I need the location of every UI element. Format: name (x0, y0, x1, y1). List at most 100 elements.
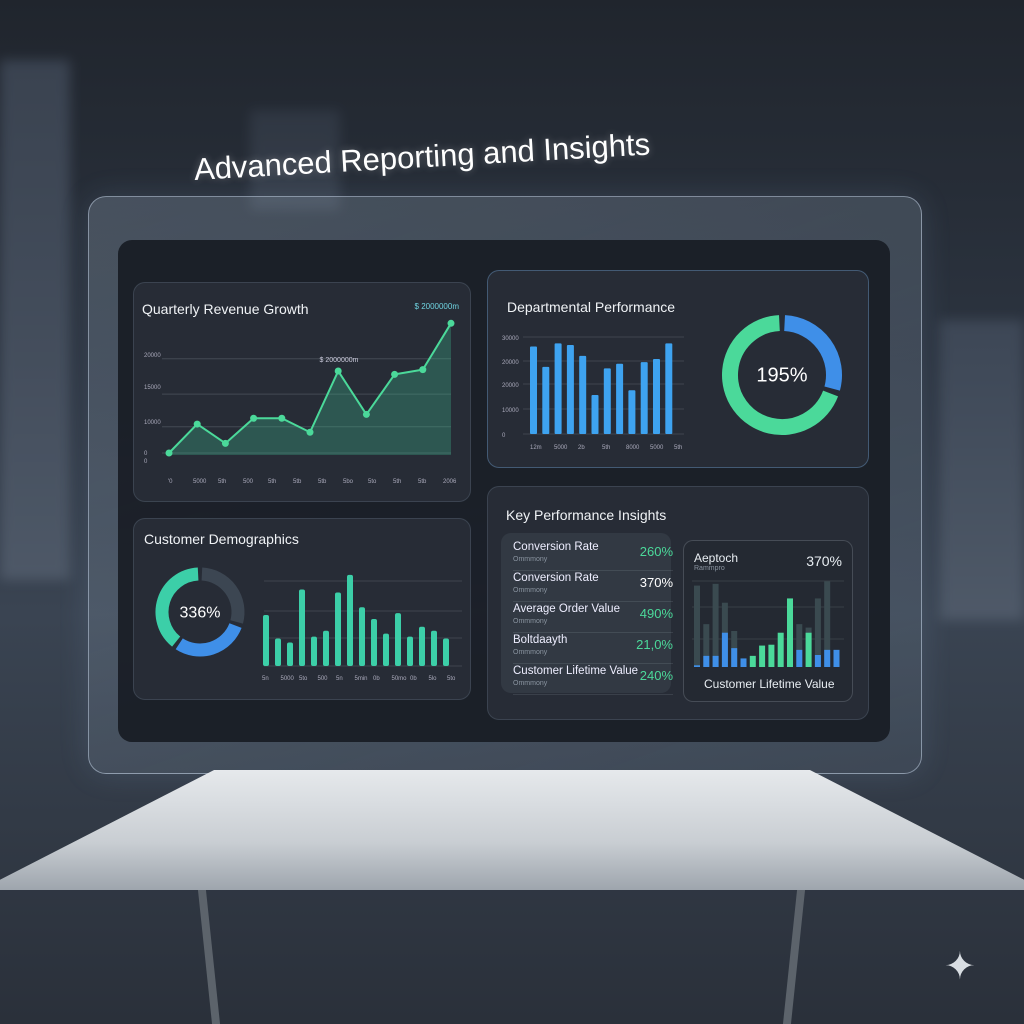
y-tick: 20000 (502, 360, 519, 366)
data-point (278, 414, 286, 422)
bar (263, 615, 269, 666)
x-tick: '0 (168, 479, 173, 485)
data-point (250, 414, 258, 422)
x-tick: 12m (530, 445, 542, 451)
x-tick: 5tb (293, 479, 302, 485)
bar (759, 645, 766, 667)
kpi-sublabel: Ommmony (513, 587, 548, 594)
top-label: $ 2000000m (415, 302, 460, 311)
bar (616, 363, 624, 434)
bar (311, 636, 317, 666)
kpi-panel-chart (692, 580, 844, 667)
bar (777, 632, 784, 667)
background-window (0, 60, 70, 580)
bar (603, 368, 611, 434)
department-card: Departmental Performance 0 10000 20000 2000… (487, 270, 869, 468)
revenue-title: Quarterly Revenue Growth (142, 301, 309, 317)
kpi-label: Conversion Rate (513, 572, 599, 584)
bar-background (814, 598, 821, 667)
donut-segment (155, 567, 199, 647)
kpi-panel-caption: Customer Lifetime Value (704, 677, 835, 691)
donut-segment (175, 622, 242, 657)
donut-label: 336% (180, 604, 221, 621)
kpi-value: 370% (639, 575, 673, 590)
desk-top (0, 770, 1024, 890)
revenue-card: Quarterly Revenue Growth 0 0 10000 15000 200… (133, 282, 471, 502)
bar-background (694, 585, 700, 667)
data-point (447, 319, 455, 327)
bar (566, 344, 574, 434)
x-tick: 5to (368, 479, 377, 485)
bar (721, 632, 728, 667)
bar (628, 390, 636, 434)
kpi-sublabel: Ommmony (513, 649, 548, 656)
x-tick: 5n (262, 676, 269, 682)
bar (653, 359, 660, 434)
y-tick: 0 (144, 451, 148, 457)
bar (768, 644, 775, 667)
x-tick: 5000 (650, 445, 664, 451)
x-tick: 5n (336, 676, 343, 682)
kpi-row: Customer Lifetime Value Ommmony 240% (513, 663, 673, 695)
x-tick: 5lo (429, 676, 438, 682)
x-tick: 5000 (193, 479, 207, 485)
data-point (193, 420, 201, 428)
x-tick: 5000 (554, 445, 568, 451)
x-tick: 500 (243, 479, 254, 485)
data-point (391, 370, 399, 378)
donut-segment (722, 315, 839, 435)
data-point (334, 367, 342, 375)
bar (694, 665, 700, 667)
bar (579, 355, 587, 434)
bar (530, 346, 537, 434)
kpi-title: Key Performance Insights (506, 507, 667, 523)
kpi-row: Conversion Rate Ommmony 260% (513, 539, 673, 571)
kpi-value: 260% (639, 544, 673, 559)
bar (407, 636, 413, 666)
kpi-label: Conversion Rate (513, 541, 599, 553)
bar (640, 362, 648, 434)
bar (287, 642, 293, 666)
peak-label: $ 2000000m (320, 357, 359, 364)
bar (359, 607, 365, 666)
kpi-card: Key Performance Insights Conversion Rate… (487, 486, 869, 720)
x-tick: 8000 (626, 445, 640, 451)
x-tick: 5th (674, 445, 682, 451)
x-tick: 5000 (281, 676, 295, 682)
bar (814, 655, 821, 667)
data-point (362, 410, 370, 418)
revenue-area (169, 323, 451, 455)
x-tick: 2b (578, 445, 585, 451)
x-tick: 5to (299, 676, 308, 682)
bar (805, 632, 812, 667)
bar (591, 394, 599, 434)
kpi-value: 240% (639, 668, 673, 683)
data-point (306, 428, 314, 436)
kpi-row: Boltdaayth Ommmony 21,0% (513, 632, 673, 664)
kpi-panel-sub: Rammpro (694, 565, 725, 572)
bar (712, 655, 719, 667)
kpi-panel: Aeptoch Rammpro 370% Customer Lifetime V… (683, 540, 853, 702)
bar (749, 655, 756, 667)
bar (787, 598, 793, 667)
bar (419, 626, 425, 666)
y-tick: 10000 (144, 420, 161, 426)
y-tick: 30000 (502, 336, 519, 342)
data-point (221, 439, 229, 447)
demographics-title: Customer Demographics (144, 531, 299, 547)
x-tick: 500 (318, 676, 329, 682)
kpi-panel-value: 370% (806, 553, 842, 569)
bar-background (712, 583, 719, 667)
bar (703, 655, 710, 667)
y-tick: 0 (144, 459, 148, 465)
x-tick: 5min (355, 676, 368, 682)
kpi-label: Average Order Value (513, 603, 620, 615)
kpi-value: 21,0% (636, 637, 673, 652)
bar (371, 618, 377, 666)
y-tick: 20000 (502, 383, 519, 389)
sparkle-icon: ✦ (944, 946, 976, 988)
bar (443, 638, 449, 666)
bar (824, 649, 831, 667)
x-tick: 5th (393, 479, 401, 485)
